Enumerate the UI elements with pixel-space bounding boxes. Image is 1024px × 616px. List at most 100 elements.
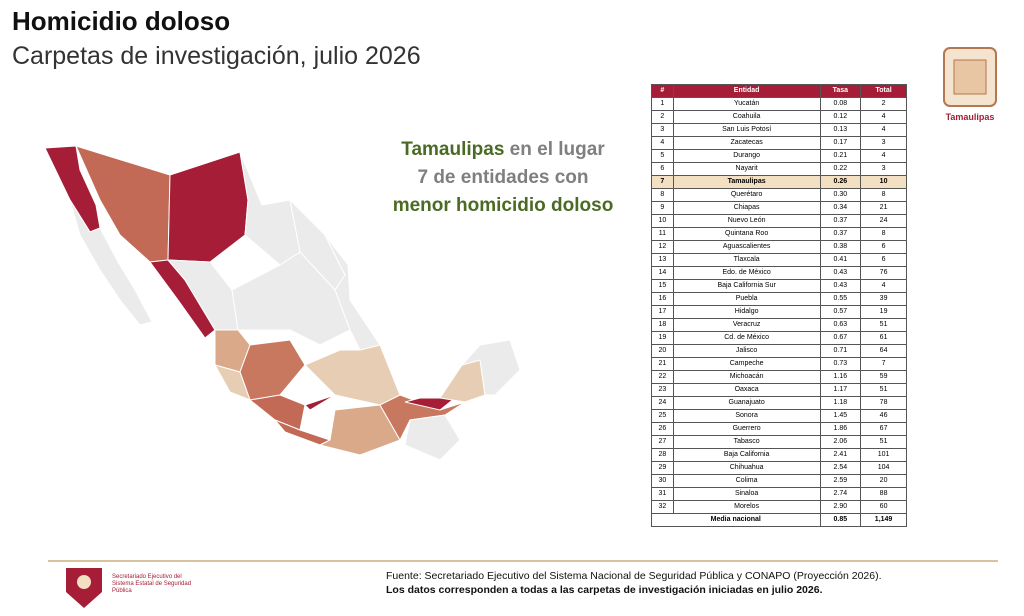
table-cell: 64 <box>860 344 907 358</box>
table-row: 22 Michoacán 1.16 59 <box>651 370 907 384</box>
table-cell: 10 <box>860 175 907 189</box>
table-cell: 5 <box>651 149 674 163</box>
table-row: 8 Querétaro 0.30 8 <box>651 188 907 202</box>
table-cell: 0.38 <box>819 240 862 254</box>
table-cell: 7 <box>860 357 907 371</box>
table-cell: 51 <box>860 318 907 332</box>
table-cell: 15 <box>651 279 674 293</box>
table-row: 24 Guanajuato 1.18 78 <box>651 396 907 410</box>
table-cell: 0.08 <box>819 97 862 111</box>
table-footer: Media nacional 0.85 1,149 <box>651 513 907 527</box>
table-cell: 0.67 <box>819 331 862 345</box>
table-row: 3 San Luis Potosí 0.13 4 <box>651 123 907 137</box>
table-row: 23 Oaxaca 1.17 51 <box>651 383 907 397</box>
table-cell: 51 <box>860 383 907 397</box>
table-cell: 67 <box>860 422 907 436</box>
table-cell: 24 <box>651 396 674 410</box>
column-header: # <box>651 84 674 98</box>
table-cell: Nayarit <box>672 162 821 176</box>
table-row: 10 Nuevo León 0.37 24 <box>651 214 907 228</box>
table-cell: 0.21 <box>819 149 862 163</box>
title: Homicidio doloso <box>12 6 231 36</box>
table-cell: 10 <box>651 214 674 228</box>
table-cell: 2.54 <box>819 461 862 475</box>
table-cell: 1.17 <box>819 383 862 397</box>
table-cell: 19 <box>651 331 674 345</box>
table-row: 20 Jalisco 0.71 64 <box>651 344 907 358</box>
table-cell: 18 <box>651 318 674 332</box>
highlight-text: Tamaulipas en el lugar 7 de entidades co… <box>372 136 634 220</box>
table-cell: Guanajuato <box>672 396 821 410</box>
table-cell: 21 <box>651 357 674 371</box>
table-cell: 1 <box>651 97 674 111</box>
table-cell: 23 <box>651 383 674 397</box>
table-cell: 46 <box>860 409 907 423</box>
table-cell: 39 <box>860 292 907 306</box>
table-cell: 3 <box>860 162 907 176</box>
table-cell: 12 <box>651 240 674 254</box>
table-row: 29 Chihuahua 2.54 104 <box>651 461 907 475</box>
table-row: 28 Baja California 2.41 101 <box>651 448 907 462</box>
table-row: 6 Nayarit 0.22 3 <box>651 162 907 176</box>
table-cell: Chiapas <box>672 201 821 215</box>
table-cell: Cd. de México <box>672 331 821 345</box>
table-cell: 19 <box>860 305 907 319</box>
table-cell: Colima <box>672 474 821 488</box>
table-row: 25 Sonora 1.45 46 <box>651 409 907 423</box>
table-cell: 0.17 <box>819 136 862 150</box>
table-cell: 1.45 <box>819 409 862 423</box>
table-cell: 4 <box>651 136 674 150</box>
table-cell: 1.18 <box>819 396 862 410</box>
table-cell: 76 <box>860 266 907 280</box>
table-cell: 0.73 <box>819 357 862 371</box>
table-row: 26 Guerrero 1.86 67 <box>651 422 907 436</box>
table-row: 19 Cd. de México 0.67 61 <box>651 331 907 345</box>
table-cell: Yucatán <box>672 97 821 111</box>
table-cell: Sinaloa <box>672 487 821 501</box>
table-cell: 0.85 <box>819 513 862 527</box>
table-cell: 27 <box>651 435 674 449</box>
table-cell: Hidalgo <box>672 305 821 319</box>
table-cell: Tamaulipas <box>672 175 821 189</box>
table-cell: Baja California <box>672 448 821 462</box>
logo-text: Secretariado Ejecutivo del Sistema Estat… <box>112 574 192 594</box>
table-cell: Quintana Roo <box>672 227 821 241</box>
table-cell: 2.06 <box>819 435 862 449</box>
table-cell: 8 <box>651 188 674 202</box>
table-cell: 4 <box>860 149 907 163</box>
table-cell: 0.26 <box>819 175 862 189</box>
table-cell: Durango <box>672 149 821 163</box>
table-cell: 6 <box>651 162 674 176</box>
table-cell: 28 <box>651 448 674 462</box>
table-cell: 101 <box>860 448 907 462</box>
table-row: 31 Sinaloa 2.74 88 <box>651 487 907 501</box>
table-row: 32 Morelos 2.90 60 <box>651 500 907 514</box>
table-cell: 0.37 <box>819 214 862 228</box>
table-cell: 8 <box>860 188 907 202</box>
table-cell: San Luis Potosí <box>672 123 821 137</box>
table-cell: Baja California Sur <box>672 279 821 293</box>
table-cell: 88 <box>860 487 907 501</box>
table-cell: 0.41 <box>819 253 862 267</box>
logo <box>66 568 102 608</box>
emblem-label: Tamaulipas <box>945 112 995 122</box>
table-cell: 0.37 <box>819 227 862 241</box>
map <box>44 145 521 461</box>
table-row: 11 Quintana Roo 0.37 8 <box>651 227 907 241</box>
highlight-state: Tamaulipas <box>401 139 505 160</box>
table-cell: 30 <box>651 474 674 488</box>
table-row: 14 Edo. de México 0.43 76 <box>651 266 907 280</box>
table-cell: Aguascalientes <box>672 240 821 254</box>
table-cell: 20 <box>860 474 907 488</box>
table-cell: 0.12 <box>819 110 862 124</box>
table-cell: Media nacional <box>651 513 821 527</box>
table-row: 2 Coahuila 0.12 4 <box>651 110 907 124</box>
table-cell: 59 <box>860 370 907 384</box>
table-cell: 1.16 <box>819 370 862 384</box>
table-cell: 0.63 <box>819 318 862 332</box>
table-cell: 25 <box>651 409 674 423</box>
table-cell: Querétaro <box>672 188 821 202</box>
table-cell: 22 <box>651 370 674 384</box>
table-cell: 11 <box>651 227 674 241</box>
